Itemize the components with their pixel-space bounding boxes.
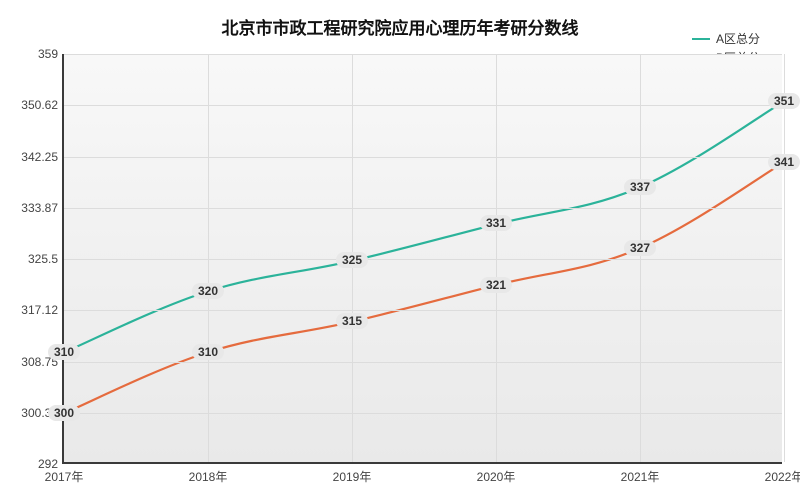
legend-swatch-0 [692,38,710,40]
data-label: 310 [48,344,80,360]
gridline-v [208,54,209,462]
data-label: 351 [768,93,800,109]
y-axis-label: 317.12 [21,303,64,317]
x-axis-label: 2020年 [477,462,516,485]
gridline-v [640,54,641,462]
data-label: 325 [336,252,368,268]
y-axis-label: 325.5 [28,252,64,266]
gridline-h [64,54,782,55]
x-axis-label: 2021年 [621,462,660,485]
data-label: 321 [480,277,512,293]
x-axis-label: 2022年 [765,462,800,485]
gridline-h [64,413,782,414]
series-line-0 [64,103,782,353]
data-label: 310 [192,344,224,360]
gridline-v [784,54,785,462]
data-label: 300 [48,405,80,421]
lines-svg [64,54,782,462]
x-axis-label: 2017年 [45,462,84,485]
gridline-h [64,105,782,106]
gridline-h [64,310,782,311]
data-label: 331 [480,215,512,231]
data-label: 327 [624,240,656,256]
data-label: 337 [624,179,656,195]
legend-item-0: A区总分 [692,30,760,47]
gridline-h [64,259,782,260]
y-axis-label: 359 [38,47,64,61]
x-axis-label: 2018年 [189,462,228,485]
gridline-v [496,54,497,462]
y-axis-label: 342.25 [21,150,64,164]
gridline-h [64,157,782,158]
legend-label-0: A区总分 [716,30,760,47]
y-axis-label: 333.87 [21,201,64,215]
series-line-1 [64,164,782,414]
plot-area: 292300.37308.75317.12325.5333.87342.2535… [62,54,782,464]
data-label: 315 [336,313,368,329]
data-label: 320 [192,283,224,299]
y-axis-label: 350.62 [21,98,64,112]
chart-title: 北京市市政工程研究院应用心理历年考研分数线 [0,14,800,39]
data-label: 341 [768,154,800,170]
gridline-h [64,208,782,209]
chart-container: 北京市市政工程研究院应用心理历年考研分数线 A区总分 B区总分 292300.3… [0,0,800,500]
x-axis-label: 2019年 [333,462,372,485]
gridline-h [64,362,782,363]
